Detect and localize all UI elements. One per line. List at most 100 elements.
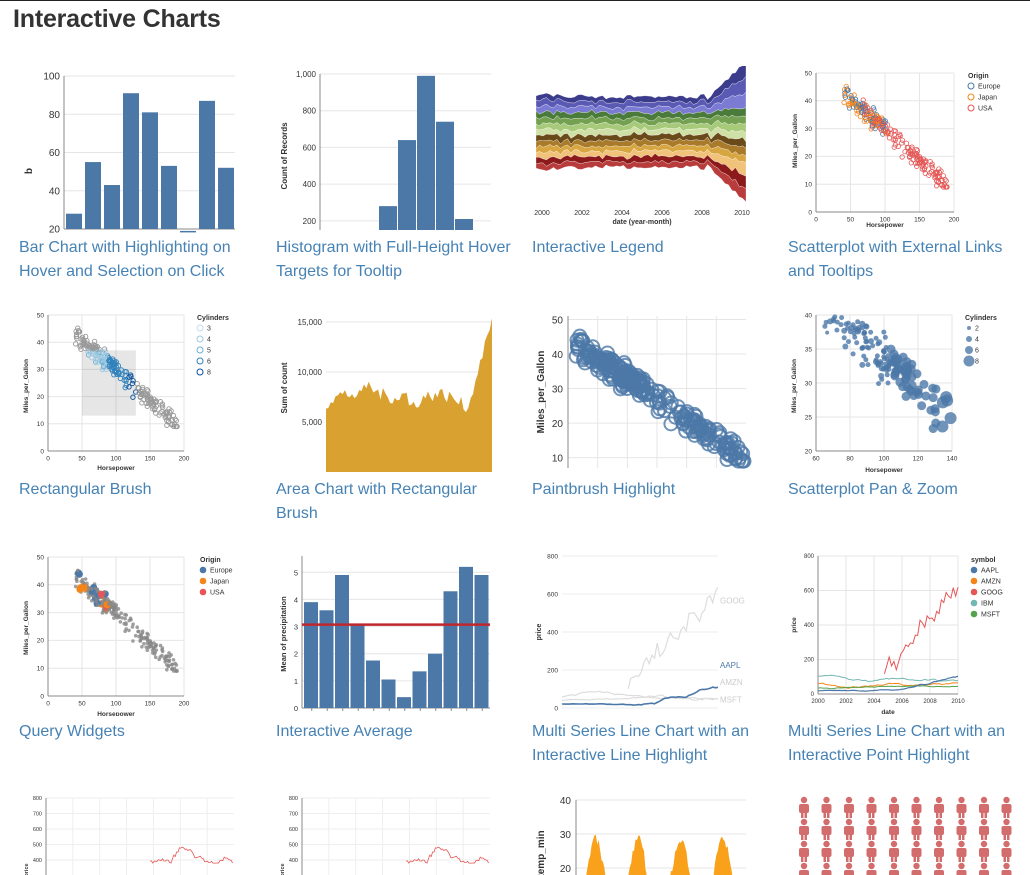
legend-symbol <box>970 566 978 574</box>
scatter-point <box>885 380 891 386</box>
card-row4-b[interactable]: 800 700 600 500 400 price <box>276 792 516 875</box>
scatter-point <box>917 401 927 411</box>
bar-chart[interactable]: 100 80 60 40 20 b <box>20 66 260 234</box>
card-row4-d[interactable] <box>788 792 1028 875</box>
card-rect-brush[interactable]: 50 40 30 20 10 0 0 50 100 150 200 Miles_per_Gallon H… <box>20 308 260 476</box>
card-pan-zoom[interactable]: 40 35 30 25 20 60 80 100 120 140 Miles_per_Gallon H… <box>788 308 1028 476</box>
scatter-point <box>88 593 92 598</box>
y-tick-label: 40 <box>37 582 45 589</box>
scatter-point <box>681 419 697 435</box>
y-tick-label: 5,000 <box>302 418 323 427</box>
scatter-point <box>834 319 840 325</box>
link-area-brush[interactable]: Area Chart with Rectangular Brush <box>276 481 477 522</box>
scatter-point <box>936 174 942 181</box>
histogram-bar <box>455 218 473 230</box>
link-bar-chart[interactable]: Bar Chart with Highlighting on Hover and… <box>19 239 231 280</box>
person-body <box>844 848 854 857</box>
link-interactive-legend[interactable]: Interactive Legend <box>532 239 664 256</box>
scatter-point <box>867 338 874 345</box>
card-histogram[interactable]: 1,000 800 600 400 200 Count of Records <box>276 66 516 234</box>
y-tick-label: 400 <box>303 180 317 189</box>
scatter-point <box>652 395 668 411</box>
person-head <box>845 840 853 848</box>
bar <box>350 623 365 708</box>
paintbrush-chart[interactable]: 50 40 30 20 10 Miles_per_Gallon <box>532 308 772 476</box>
y-tick-label: 30 <box>560 830 572 841</box>
person-leg <box>913 812 916 818</box>
x-tick-label: 2002 <box>839 699 853 705</box>
card-row4-a[interactable]: 800 700 600 500 400 price <box>20 792 260 875</box>
y-axis-title: Count of Records <box>280 122 289 190</box>
link-paintbrush[interactable]: Paintbrush Highlight <box>532 481 676 498</box>
card-point-highlight[interactable]: 800 600 400 200 0 2000 2002 2004 2006 2008 2010 pri… <box>788 550 1028 716</box>
person-leg <box>981 812 984 818</box>
scatter-point <box>97 351 103 358</box>
row4-temp-chart[interactable]: 40 30 20 temp_min <box>532 792 772 875</box>
y-tick-label: 600 <box>547 592 558 599</box>
legend-symbol <box>970 588 978 596</box>
scatter-point <box>126 374 132 380</box>
area-brush-chart[interactable]: 15,000 10,000 5,000 Sum of count <box>276 308 516 476</box>
person-head <box>823 862 830 870</box>
y-tick-label: 800 <box>804 554 815 560</box>
scatter-point <box>838 322 844 328</box>
card-bar-chart[interactable]: 100 80 60 40 20 b <box>20 66 260 234</box>
card-interactive-legend[interactable]: 2000 2002 2004 2006 2008 2010 date (year-month… <box>532 66 772 234</box>
link-rect-brush[interactable]: Rectangular Brush <box>19 481 152 498</box>
streamgraph-chart[interactable]: 2000 2002 2004 2006 2008 2010 date (year-month… <box>532 66 772 234</box>
legend-symbol <box>196 368 204 376</box>
y-axis-title: Miles_per_Gallon <box>791 359 798 413</box>
person-body <box>956 826 967 835</box>
card-external-links[interactable]: 50 40 30 20 10 0 0 50 100 150 200 Miles_per_Gallon H… <box>788 66 1028 234</box>
scatter-point <box>170 662 174 667</box>
y-tick-label: 0 <box>40 693 44 700</box>
link-point-highlight[interactable]: Multi Series Line Chart with an Interact… <box>788 723 1005 764</box>
link-external-links[interactable]: Scatterplot with External Links and Tool… <box>788 239 1003 280</box>
scatter-point <box>936 169 943 176</box>
link-histogram[interactable]: Histogram with Full-Height Hover Targets… <box>276 239 511 280</box>
scatter-point <box>930 407 940 417</box>
scatter-point <box>913 146 920 153</box>
card-line-highlight[interactable]: 800 600 400 200 0 price GOOG AAPL AMZN MSFT <box>532 550 772 716</box>
legend-symbol <box>967 104 975 112</box>
link-query-widgets[interactable]: Query Widgets <box>19 723 125 740</box>
scatter-point <box>77 344 83 350</box>
card-row4-c[interactable]: 40 30 20 temp_min <box>532 792 772 875</box>
person-leg <box>868 812 871 818</box>
legend-symbol <box>970 577 978 585</box>
scatter-point <box>921 391 931 401</box>
person-leg <box>936 834 939 840</box>
series-line <box>405 846 489 864</box>
card-area-brush[interactable]: 15,000 10,000 5,000 Sum of count <box>276 308 516 476</box>
card-query-widgets[interactable]: 50 40 30 20 10 0 0 50 100 150 200 Miles_per_Gallon H… <box>20 550 260 716</box>
person-leg <box>823 856 826 862</box>
scatter-point <box>842 343 849 350</box>
histogram-chart[interactable]: 1,000 800 600 400 200 Count of Records <box>276 66 516 234</box>
link-pan-zoom[interactable]: Scatterplot Pan & Zoom <box>788 481 958 498</box>
line-highlight-chart[interactable]: 800 600 400 200 0 price GOOG AAPL AMZN MSFT <box>532 550 772 716</box>
link-line-highlight[interactable]: Multi Series Line Chart with an Interact… <box>532 723 749 764</box>
x-tick-label: 100 <box>879 456 890 463</box>
card-paintbrush[interactable]: 50 40 30 20 10 Miles_per_Gallon <box>532 308 772 476</box>
scatter-point <box>857 102 864 108</box>
scatter-point <box>859 361 866 368</box>
person-leg <box>891 856 894 862</box>
person-body <box>844 870 854 875</box>
link-interactive-average[interactable]: Interactive Average <box>276 723 413 740</box>
average-bar-chart[interactable]: 5 4 3 2 1 0 Mean of precipitation <box>276 550 516 716</box>
scatter-point <box>140 629 145 633</box>
y-tick-label: 0 <box>554 706 558 713</box>
x-tick-label: 150 <box>914 217 925 224</box>
card-interactive-average[interactable]: 5 4 3 2 1 0 Mean of precipitation <box>276 550 516 716</box>
scatter-point <box>130 625 135 629</box>
bar <box>397 697 411 708</box>
x-tick-label: 0 <box>46 456 50 463</box>
row4-pictogram[interactable] <box>788 792 1028 875</box>
